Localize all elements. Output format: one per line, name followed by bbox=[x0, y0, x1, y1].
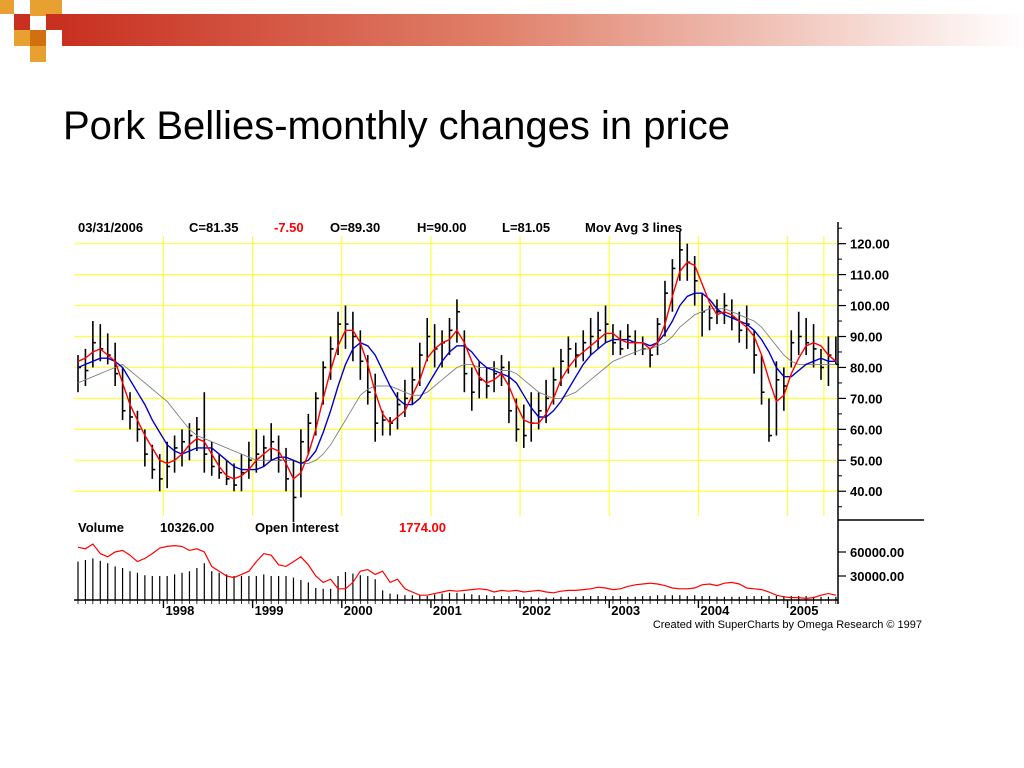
price-tick-label: 60.00 bbox=[850, 422, 883, 437]
info-date: 03/31/2006 bbox=[78, 220, 143, 235]
decor-square bbox=[46, 14, 62, 30]
price-chart: 120.00 110.00 100.00 90.00 80.00 70.00 60.00 50… bbox=[74, 214, 924, 636]
year-tick-label: 1998 bbox=[165, 603, 194, 618]
volume-axis-ticks: 60000.00 30000.00 bbox=[838, 545, 904, 584]
decor-square bbox=[0, 0, 14, 14]
header-gradient-band bbox=[62, 14, 1024, 46]
chart-credit: Created with SuperCharts by Omega Resear… bbox=[653, 619, 922, 631]
price-tick-label: 80.00 bbox=[850, 360, 883, 375]
year-tick-label: 2002 bbox=[522, 603, 551, 618]
year-tick-label: 1999 bbox=[255, 603, 284, 618]
info-high: H=90.00 bbox=[417, 220, 467, 235]
open-interest-label: Open Interest bbox=[255, 520, 339, 535]
year-tick-label: 2000 bbox=[344, 603, 373, 618]
year-tick-label: 2003 bbox=[611, 603, 640, 618]
chart-background bbox=[74, 214, 924, 636]
price-tick-label: 120.00 bbox=[850, 237, 890, 252]
decor-square bbox=[30, 46, 46, 62]
info-low: L=81.05 bbox=[502, 220, 550, 235]
slide-title: Pork Bellies-monthly changes in price bbox=[63, 104, 730, 148]
volume-tick-label: 30000.00 bbox=[850, 569, 904, 584]
header-decoration-graphic bbox=[0, 0, 1024, 62]
year-tick-label: 2005 bbox=[790, 603, 819, 618]
decor-square bbox=[30, 30, 46, 46]
volume-tick-label: 60000.00 bbox=[850, 545, 904, 560]
decor-square bbox=[30, 0, 46, 16]
decor-square bbox=[46, 0, 62, 14]
open-interest-line bbox=[77, 543, 837, 600]
moving-average-long bbox=[77, 308, 836, 464]
year-tick-label: 2001 bbox=[433, 603, 462, 618]
info-open: O=89.30 bbox=[330, 220, 380, 235]
volume-bars bbox=[77, 558, 837, 600]
price-axis-ticks: 120.00 110.00 100.00 90.00 80.00 70.00 60.00 50… bbox=[838, 227, 890, 508]
chart-axes bbox=[74, 222, 924, 604]
info-close: C=81.35 bbox=[189, 220, 239, 235]
moving-average-short bbox=[77, 261, 837, 481]
price-tick-label: 110.00 bbox=[850, 268, 889, 283]
year-tick-label: 2004 bbox=[700, 603, 730, 618]
moving-average-lines bbox=[77, 261, 837, 481]
price-tick-label: 50.00 bbox=[850, 453, 883, 468]
chart-grid bbox=[74, 236, 838, 516]
price-tick-label: 100.00 bbox=[850, 299, 890, 314]
moving-average-medium bbox=[77, 292, 836, 471]
decor-square bbox=[14, 30, 30, 46]
price-tick-label: 70.00 bbox=[850, 391, 883, 406]
year-axis-ticks: 1998 1999 2000 2001 2002 2003 2004 2005 bbox=[77, 600, 837, 618]
header-decoration-bar bbox=[0, 0, 1024, 64]
volume-info-line: Volume 10326.00 Open Interest 1774.00 bbox=[78, 520, 446, 535]
open-interest-series bbox=[77, 543, 837, 600]
decor-square bbox=[14, 14, 30, 30]
info-change: -7.50 bbox=[274, 220, 304, 235]
info-indicator: Mov Avg 3 lines bbox=[585, 220, 682, 235]
volume-label: Volume bbox=[78, 520, 124, 535]
price-tick-label: 40.00 bbox=[850, 484, 883, 499]
price-tick-label: 90.00 bbox=[850, 330, 883, 345]
open-interest-value: 1774.00 bbox=[399, 520, 446, 535]
volume-value: 10326.00 bbox=[160, 520, 214, 535]
info-line: 03/31/2006 C=81.35 -7.50 O=89.30 H=90.00… bbox=[78, 220, 682, 235]
